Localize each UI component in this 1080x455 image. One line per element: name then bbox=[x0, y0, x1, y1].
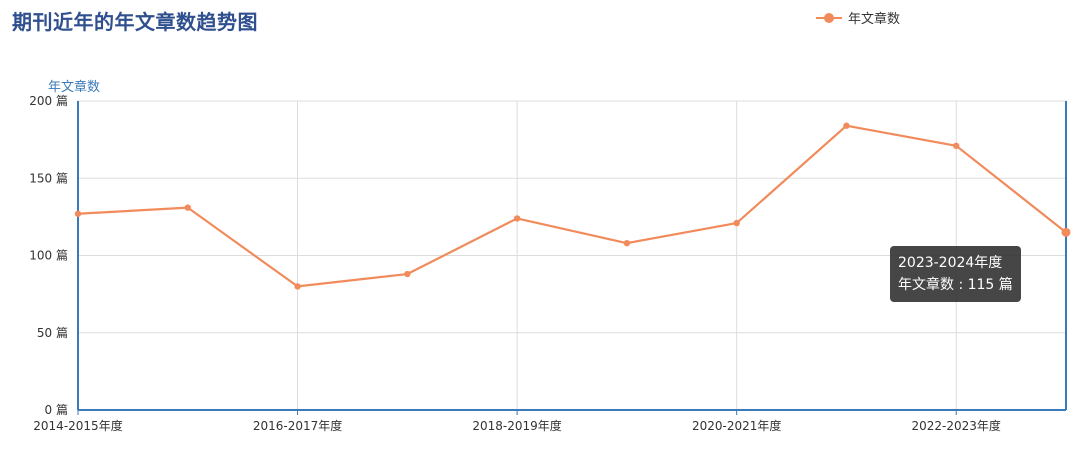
series-line bbox=[77, 124, 1067, 288]
data-point bbox=[404, 270, 411, 278]
legend-item-articles[interactable]: 年文章数 bbox=[816, 8, 900, 27]
data-point bbox=[733, 219, 740, 227]
x-tick-label: 2018-2019年度 bbox=[472, 418, 561, 433]
y-tick-label: 50 篇 bbox=[37, 325, 68, 340]
data-tooltip: 2023-2024年度 年文章数 : 115 篇 bbox=[890, 246, 1021, 302]
data-point bbox=[74, 210, 82, 217]
chart-title: 期刊近年的年文章数趋势图 bbox=[12, 10, 258, 34]
data-point bbox=[513, 215, 521, 222]
x-tick-label: 2014-2015年度 bbox=[33, 418, 122, 433]
data-point bbox=[1061, 227, 1071, 237]
data-point bbox=[623, 239, 631, 247]
x-tick-label: 2020-2021年度 bbox=[692, 418, 781, 433]
data-point bbox=[184, 204, 191, 211]
y-axis-title: 年文章数 bbox=[48, 79, 100, 95]
data-point bbox=[294, 283, 301, 290]
x-tick-label: 2016-2017年度 bbox=[253, 418, 342, 433]
x-tick-label: 2022-2023年度 bbox=[912, 418, 1001, 433]
y-tick-label: 200 篇 bbox=[29, 93, 68, 108]
y-tick-label: 150 篇 bbox=[29, 170, 68, 185]
y-tick-label: 0 篇 bbox=[45, 402, 68, 417]
tooltip-category: 2023-2024年度 bbox=[898, 255, 1003, 271]
y-tick-label: 100 篇 bbox=[29, 248, 68, 263]
legend-line-dot-icon bbox=[816, 12, 842, 23]
legend-label: 年文章数 bbox=[848, 12, 901, 27]
data-point bbox=[843, 122, 850, 129]
data-point bbox=[953, 142, 960, 150]
tooltip-value: 年文章数 : 115 篇 bbox=[898, 277, 1013, 293]
